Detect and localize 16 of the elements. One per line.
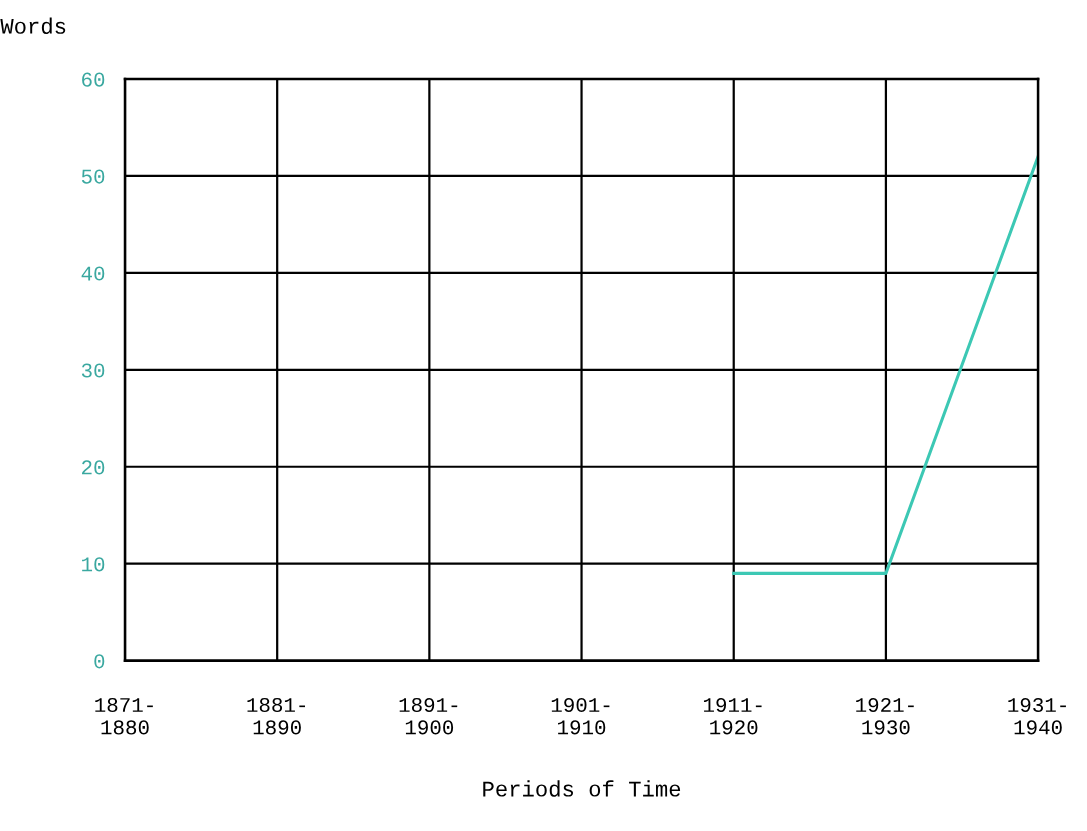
y-tick-label: 0 bbox=[94, 654, 105, 669]
x-tick-label: 1891- 1900 bbox=[399, 697, 458, 735]
x-tick-label: 1921- 1930 bbox=[856, 697, 914, 735]
y-tick-label: 50 bbox=[81, 169, 105, 184]
y-tick-label: 60 bbox=[82, 72, 105, 87]
x-tick-label: 1911- 1920 bbox=[703, 697, 762, 735]
x-tick-label: 1931- 1940 bbox=[1008, 697, 1066, 735]
y-axis-title: Words bbox=[0, 17, 66, 34]
y-tick-label: 40 bbox=[81, 266, 105, 281]
x-tick-label: 1901- 1910 bbox=[551, 697, 610, 735]
y-tick-label: 20 bbox=[82, 460, 105, 475]
x-tick-label: 1871- 1880 bbox=[95, 697, 153, 735]
y-tick-label: 30 bbox=[81, 363, 105, 378]
x-axis-title: Periods of Time bbox=[483, 780, 681, 797]
y-tick-label: 10 bbox=[82, 557, 105, 572]
x-tick-label: 1881- 1890 bbox=[247, 697, 306, 735]
